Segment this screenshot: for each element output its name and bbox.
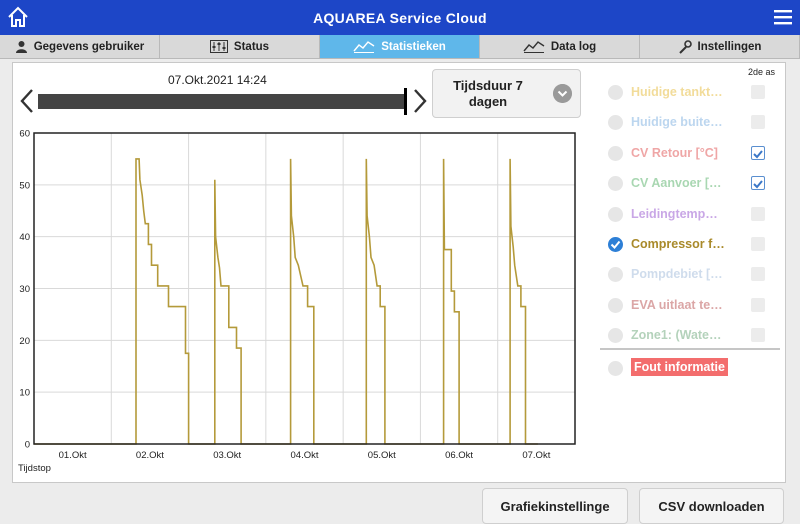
y-tick-label: 0	[25, 440, 30, 451]
equalizer-icon	[209, 40, 228, 53]
second-axis-checkbox[interactable]	[751, 145, 765, 160]
second-axis-checkbox[interactable]	[751, 176, 765, 191]
second-axis-checkbox[interactable]	[751, 115, 765, 130]
legend-item-label: Huidige tankt…	[631, 85, 723, 99]
checkmark-icon	[610, 240, 621, 249]
second-axis-header: 2de as	[748, 67, 776, 77]
chart-line-icon	[353, 41, 375, 53]
legend-item[interactable]: CV Aanvoer […	[600, 168, 780, 198]
radio-button[interactable]	[608, 361, 623, 376]
radio-button[interactable]	[608, 297, 623, 313]
x-tick-label: 07.Okt	[522, 450, 550, 461]
hamburger-menu-icon[interactable]	[774, 9, 792, 25]
checkmark-icon	[753, 180, 763, 189]
y-tick-label: 10	[19, 388, 30, 399]
legend-item[interactable]: EVA uitlaat te…	[600, 290, 780, 320]
legend-item-label: EVA uitlaat te…	[631, 297, 723, 312]
tab-label: Instellingen	[697, 40, 762, 53]
legend-item-label: Compressor f…	[631, 237, 725, 251]
radio-button[interactable]	[608, 206, 623, 222]
data-log-icon	[523, 41, 545, 53]
legend-item[interactable]: Leidingtemp…	[600, 199, 780, 229]
legend-item[interactable]: Compressor f…	[600, 229, 780, 259]
compressor-chart: 0 10 20 30 40 50 60 01.Okt 02.Okt 03.Okt 04.Okt 05.…	[14, 126, 580, 476]
legend-item-label: CV Retour [°C]	[631, 145, 718, 160]
wrench-icon	[678, 39, 692, 54]
user-icon	[15, 41, 27, 53]
radio-button[interactable]	[608, 328, 623, 344]
x-tick-label: 06.Okt	[445, 450, 473, 461]
legend-item-label: Leidingtemp…	[631, 206, 718, 221]
radio-button[interactable]	[608, 176, 623, 192]
legend-item-fout-informatie[interactable]: Fout informatie	[600, 353, 780, 383]
app-title: AQUAREA Service Cloud	[313, 9, 487, 26]
series-line-compressor	[34, 158, 538, 445]
radio-button[interactable]	[608, 237, 623, 252]
legend-divider	[600, 348, 780, 350]
app-title-bar: AQUAREA Service Cloud	[0, 0, 800, 35]
y-tick-label: 40	[19, 232, 30, 243]
legend-item[interactable]: Zone1: (Wate…	[600, 320, 780, 350]
home-icon[interactable]	[6, 5, 30, 29]
second-axis-checkbox[interactable]	[751, 237, 765, 251]
x-tick-label: 02.Okt	[136, 450, 164, 461]
radio-button[interactable]	[608, 85, 623, 100]
y-tick-label: 30	[19, 284, 30, 295]
tab-status[interactable]: Status	[160, 35, 320, 59]
tab-instellingen[interactable]: Instellingen	[640, 35, 800, 59]
plot-frame	[33, 132, 576, 445]
chart-svg: 0 10 20 30 40 50 60 01.Okt 02.Okt 03.Okt 04.Okt 05.…	[19, 129, 576, 461]
tab-gegevens-gebruiker[interactable]: Gegevens gebruiker	[0, 35, 160, 59]
radio-button[interactable]	[608, 145, 623, 161]
x-axis-label: Tijdstop	[18, 463, 51, 474]
second-axis-checkbox[interactable]	[751, 267, 765, 282]
legend-item-label: Huidige buite…	[631, 115, 723, 130]
y-tick-label: 20	[19, 336, 30, 347]
chevron-down-circle-icon	[553, 84, 572, 103]
tab-label: Data log	[550, 40, 597, 53]
legend-item[interactable]: CV Retour [°C]	[600, 138, 780, 168]
checkmark-icon	[753, 150, 763, 159]
timeline-slider[interactable]	[38, 94, 406, 109]
x-tick-label: 03.Okt	[213, 450, 241, 461]
tab-bar: Gegevens gebruiker Status Statistieken D…	[0, 35, 800, 59]
x-tick-label: 01.Okt	[59, 450, 87, 461]
y-tick-label: 60	[19, 129, 30, 140]
y-tick-label: 50	[19, 180, 30, 191]
chart-settings-button[interactable]: Grafiekinstellinge	[482, 488, 628, 524]
duration-dropdown[interactable]: Tijdsduur 7 dagen	[432, 69, 581, 118]
tab-data-log[interactable]: Data log	[480, 35, 640, 59]
legend-item-label: Pompdebiet […	[631, 267, 723, 282]
duration-label: Tijdsduur 7 dagen	[453, 77, 523, 109]
tab-label: Status	[233, 40, 270, 53]
legend-item-label: Fout informatie	[631, 358, 728, 376]
tab-statistieken[interactable]: Statistieken	[320, 35, 480, 59]
second-axis-checkbox[interactable]	[751, 206, 765, 221]
legend-item[interactable]: Huidige buite…	[600, 107, 780, 137]
second-axis-checkbox[interactable]	[751, 85, 765, 99]
legend-item[interactable]: Pompdebiet […	[600, 259, 780, 289]
timeline-slider-handle[interactable]	[404, 88, 407, 115]
x-tick-label: 05.Okt	[368, 450, 396, 461]
second-axis-checkbox[interactable]	[751, 297, 765, 312]
second-axis-checkbox[interactable]	[751, 328, 765, 343]
radio-button[interactable]	[608, 115, 623, 131]
chevron-left-icon[interactable]	[18, 88, 36, 114]
legend-item-label: CV Aanvoer […	[631, 176, 722, 191]
legend-item-label: Zone1: (Wate…	[631, 328, 722, 343]
tab-label: Gegevens gebruiker	[33, 40, 145, 53]
legend-item[interactable]: Huidige tankt…	[600, 77, 780, 107]
timeline-date-label: 07.Okt.2021 14:24	[168, 73, 267, 87]
tab-label: Statistieken	[381, 40, 446, 53]
x-tick-label: 04.Okt	[291, 450, 319, 461]
chevron-right-icon[interactable]	[411, 88, 429, 114]
radio-button[interactable]	[608, 267, 623, 283]
